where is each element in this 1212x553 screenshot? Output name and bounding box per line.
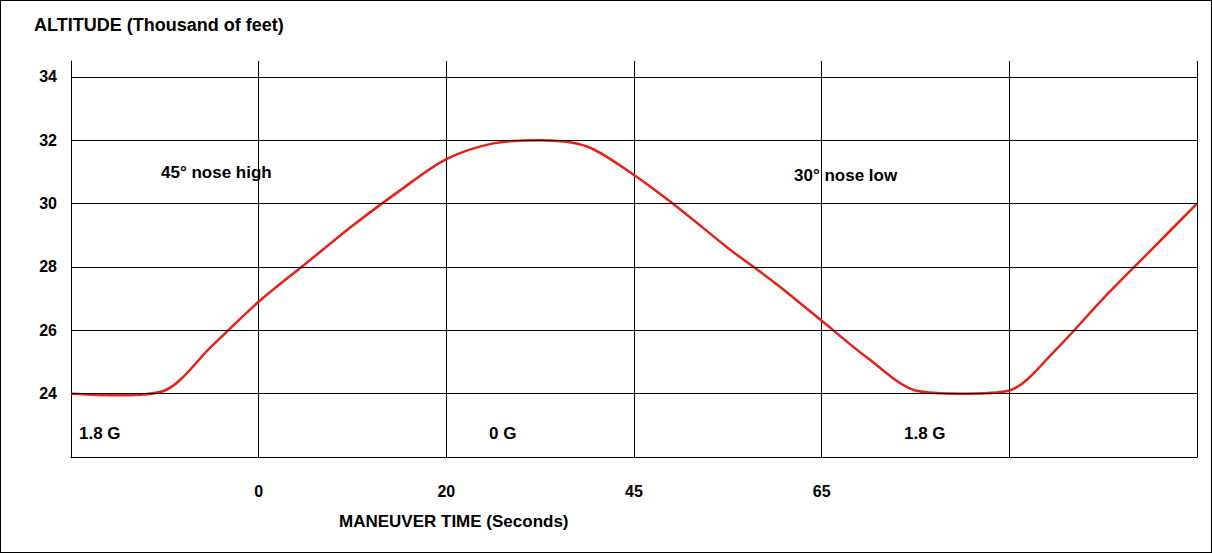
svg-text:20: 20 (437, 483, 455, 500)
svg-text:ALTITUDE (Thousand of feet): ALTITUDE (Thousand of feet) (34, 15, 284, 35)
svg-text:32: 32 (39, 132, 57, 149)
svg-text:65: 65 (813, 483, 831, 500)
svg-text:45: 45 (625, 483, 643, 500)
svg-text:1.8 G: 1.8 G (79, 424, 121, 443)
svg-text:26: 26 (39, 322, 57, 339)
svg-text:45° nose high: 45° nose high (161, 163, 272, 182)
svg-text:0 G: 0 G (489, 424, 516, 443)
svg-text:30: 30 (39, 195, 57, 212)
svg-text:30° nose low: 30° nose low (794, 166, 898, 185)
svg-text:MANEUVER TIME (Seconds): MANEUVER TIME (Seconds) (339, 512, 569, 531)
svg-text:1.8 G: 1.8 G (904, 424, 946, 443)
svg-text:24: 24 (39, 385, 57, 402)
svg-text:34: 34 (39, 68, 57, 85)
svg-text:28: 28 (39, 258, 57, 275)
svg-text:0: 0 (254, 483, 263, 500)
